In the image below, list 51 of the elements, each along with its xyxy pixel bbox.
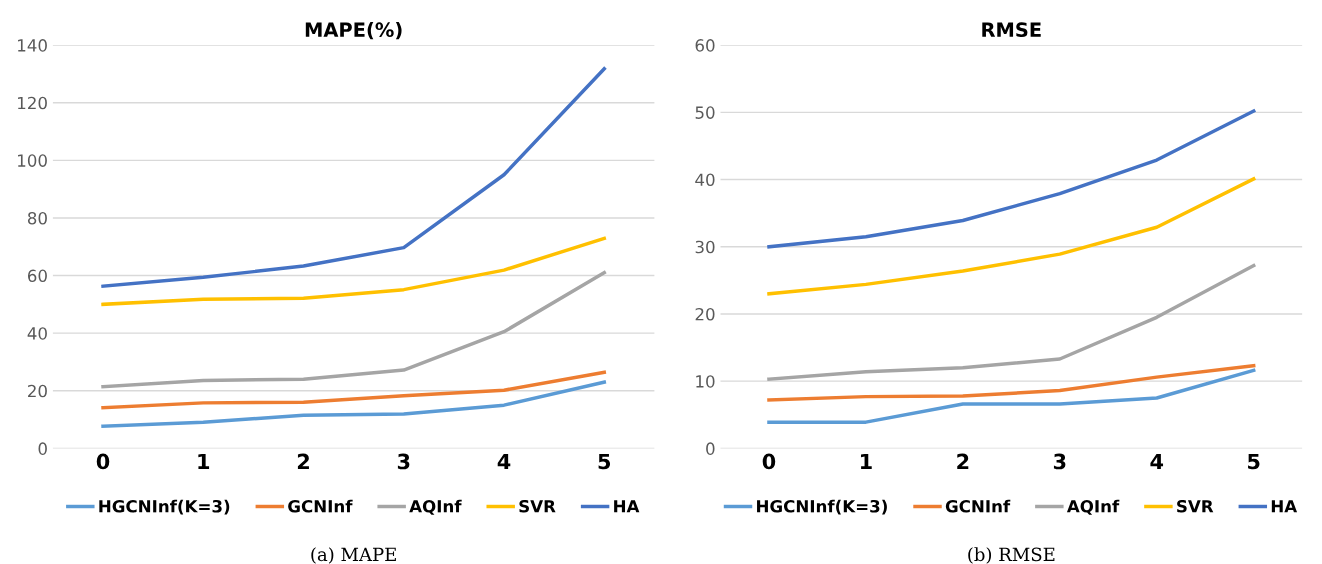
line-series (101, 380, 606, 428)
x-tick-label: 1 (198, 453, 210, 470)
line-series (767, 109, 1256, 249)
y-tick-label: 30 (695, 240, 715, 254)
y-tick-label: 20 (695, 307, 715, 321)
legend-label: HA (1271, 500, 1298, 513)
x-tick-label: 5 (598, 453, 611, 470)
x-tick-label: 0 (96, 453, 110, 470)
chart-title: RMSE (982, 22, 1041, 38)
x-tick-label: 1 (861, 453, 872, 470)
line-series (101, 270, 606, 389)
y-tick-label: 40 (27, 327, 47, 340)
legend-label: HGCNInf(K=3) (99, 499, 230, 515)
x-tick-label: 4 (1150, 453, 1164, 470)
y-tick-label: 10 (696, 375, 715, 388)
legend-label: SVR (519, 499, 556, 513)
x-tick-label: 5 (1248, 453, 1260, 470)
legend-label: HA (614, 500, 640, 513)
legend-label: HGCNInf(K=3) (757, 499, 887, 515)
y-tick-label: 0 (38, 442, 47, 455)
y-tick-label: 60 (695, 39, 715, 52)
x-tick-label: 3 (397, 453, 410, 470)
y-tick-label: 140 (18, 39, 47, 52)
line-series (101, 67, 606, 288)
y-tick-label: 20 (28, 384, 47, 398)
y-tick-label: 120 (18, 96, 47, 110)
x-tick-label: 3 (1053, 453, 1066, 470)
y-tick-label: 100 (18, 154, 47, 167)
legend-label: GCNInf (288, 499, 353, 513)
x-tick-label: 2 (297, 453, 309, 470)
legend-label: GCNInf (945, 499, 1011, 513)
line-series (101, 370, 606, 410)
legend-label: AQInf (1066, 499, 1120, 515)
line-series (767, 263, 1256, 381)
line-series (767, 368, 1256, 424)
text: (b) RMSE (968, 547, 1055, 564)
y-tick-label: 60 (27, 269, 47, 283)
legend-label: AQInf (409, 499, 462, 515)
y-tick-label: 50 (695, 106, 715, 119)
line-series (767, 177, 1256, 296)
line-series (767, 363, 1256, 402)
line-series (101, 236, 606, 307)
x-tick-label: 0 (762, 453, 776, 470)
y-tick-label: 40 (695, 173, 715, 187)
chart-title: MAPE(%) (305, 22, 402, 40)
y-tick-label: 0 (706, 442, 715, 455)
x-tick-label: 4 (497, 453, 511, 470)
x-tick-label: 2 (957, 453, 969, 470)
y-tick-label: 80 (27, 211, 47, 225)
legend-label: SVR (1177, 499, 1214, 513)
text: (a) MAPE (311, 547, 396, 564)
